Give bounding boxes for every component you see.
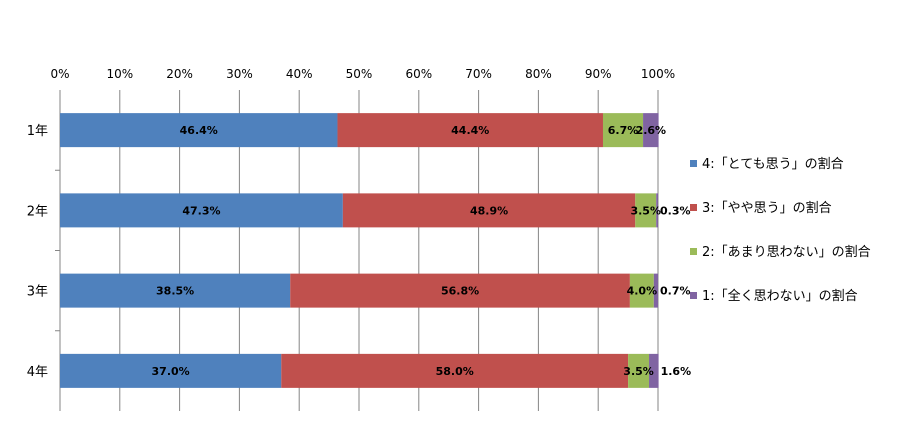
bar-segment <box>342 193 636 228</box>
bar-segment <box>60 273 291 308</box>
y-axis: 1年 2年 3年 4年 <box>27 90 61 411</box>
legend-label: 1:「全く思わない」の割合 <box>702 288 858 304</box>
bar-segment <box>60 113 338 148</box>
x-tick-label: 80% <box>525 67 552 81</box>
bar-segment <box>635 193 657 228</box>
legend-swatch <box>690 160 697 167</box>
data-label: 3.5% <box>623 365 654 378</box>
bar-segment <box>60 353 282 388</box>
data-label: 47.3% <box>182 204 220 217</box>
data-label: 3.5% <box>630 204 661 217</box>
x-tick-label: 30% <box>226 67 253 81</box>
data-label: 56.8% <box>441 285 479 298</box>
data-label: 44.4% <box>451 124 489 137</box>
data-label: 6.7% <box>608 124 639 137</box>
data-label: 2.6% <box>636 124 667 137</box>
bar-segment <box>649 353 659 388</box>
legend-swatch <box>690 248 697 255</box>
data-label: 48.9% <box>470 204 508 217</box>
legend-swatch <box>690 204 697 211</box>
bar-segment <box>628 353 650 388</box>
bars <box>60 113 659 388</box>
data-label: 37.0% <box>152 365 190 378</box>
x-tick-label: 50% <box>346 67 373 81</box>
legend-label: 4:「とても思う」の割合 <box>702 156 844 172</box>
legend-label: 2:「あまり思わない」の割合 <box>702 244 871 260</box>
legend-swatch <box>690 292 697 299</box>
bar-segment <box>281 353 629 388</box>
bar-segment <box>602 113 644 148</box>
data-label: 4.0% <box>627 285 658 298</box>
legend: 4:「とても思う」の割合 3:「やや思う」の割合 2:「あまり思わない」の割合 1:「… <box>690 156 871 304</box>
x-tick-label: 70% <box>465 67 492 81</box>
bar-segment <box>290 273 630 308</box>
bar-segment <box>643 113 659 148</box>
data-label: 0.7% <box>660 285 691 298</box>
category-label: 4年 <box>27 365 48 380</box>
x-tick-label: 20% <box>166 67 193 81</box>
data-labels: 46.4% 44.4% 6.7%2.6%47.3% 48.9% 3.5% 0.3%38.5… <box>152 124 692 378</box>
x-tick-label: 10% <box>106 67 133 81</box>
legend-label: 3:「やや思う」の割合 <box>702 200 832 216</box>
x-tick-label: 60% <box>405 67 432 81</box>
data-label: 1.6% <box>661 365 692 378</box>
data-label: 58.0% <box>436 365 474 378</box>
data-label: 38.5% <box>156 285 194 298</box>
x-tick-label: 100% <box>641 67 675 81</box>
category-label: 2年 <box>27 204 48 219</box>
bar-segment <box>629 273 654 308</box>
x-tick-label: 90% <box>585 67 612 81</box>
category-label: 1年 <box>27 124 48 139</box>
bar-segment <box>60 193 343 228</box>
data-label: 0.3% <box>660 204 691 217</box>
x-tick-label: 40% <box>286 67 313 81</box>
x-axis-ticks: 0% 10% 20% 30% 40% 50% 60% 70% 80% 90% 100% <box>50 67 675 81</box>
bar-segment <box>337 113 603 148</box>
category-label: 3年 <box>27 285 48 300</box>
bar-segment <box>653 273 658 308</box>
data-label: 46.4% <box>180 124 218 137</box>
bar-segment <box>656 193 658 228</box>
x-tick-label: 0% <box>50 67 69 81</box>
